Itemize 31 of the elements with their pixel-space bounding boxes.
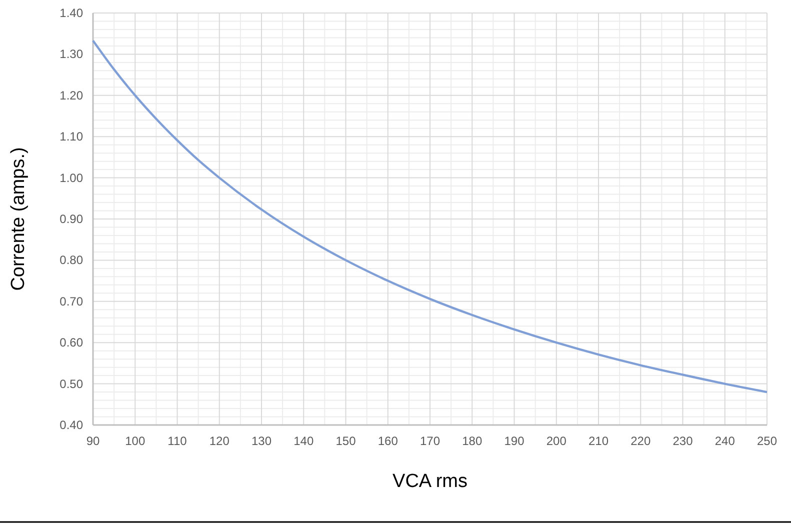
y-tick-label: 0.60 [60, 336, 84, 350]
y-tick-label: 1.40 [60, 6, 84, 20]
x-tick-label: 240 [714, 434, 736, 448]
x-tick-label: 140 [294, 434, 314, 448]
y-tick-label: 0.80 [60, 253, 84, 268]
x-axis-title: VCA rms [392, 471, 468, 492]
x-tick-label: 160 [378, 434, 398, 448]
x-tick-label: 210 [588, 434, 609, 448]
x-tick-label: 170 [420, 434, 440, 448]
y-tick-label: 0.70 [60, 294, 84, 308]
x-tick-label: 120 [209, 434, 230, 448]
y-tick-label: 0.90 [60, 212, 84, 226]
y-tick-label: 1.10 [60, 130, 84, 144]
x-tick-label: 200 [546, 434, 567, 448]
y-tick-label: 1.00 [60, 170, 84, 185]
x-tick-label: 190 [504, 434, 525, 448]
line-series [92, 40, 768, 394]
x-tick-label: 100 [125, 434, 146, 448]
y-axis-title: Corrente (amps.) [8, 147, 29, 291]
y-tick-label: 0.50 [60, 376, 84, 391]
x-tick-label: 220 [630, 434, 651, 448]
x-tick-label: 90 [86, 434, 100, 448]
y-tick-label: 0.40 [60, 418, 84, 432]
x-tick-label: 250 [756, 434, 778, 448]
x-tick-label: 130 [251, 434, 272, 448]
x-tick-label: 110 [168, 434, 188, 448]
y-tick-label: 1.20 [60, 88, 84, 102]
x-tick-label: 150 [336, 434, 356, 448]
x-tick-label: 230 [672, 434, 694, 448]
y-tick-label: 1.30 [60, 47, 84, 62]
x-tick-label: 180 [462, 434, 482, 448]
